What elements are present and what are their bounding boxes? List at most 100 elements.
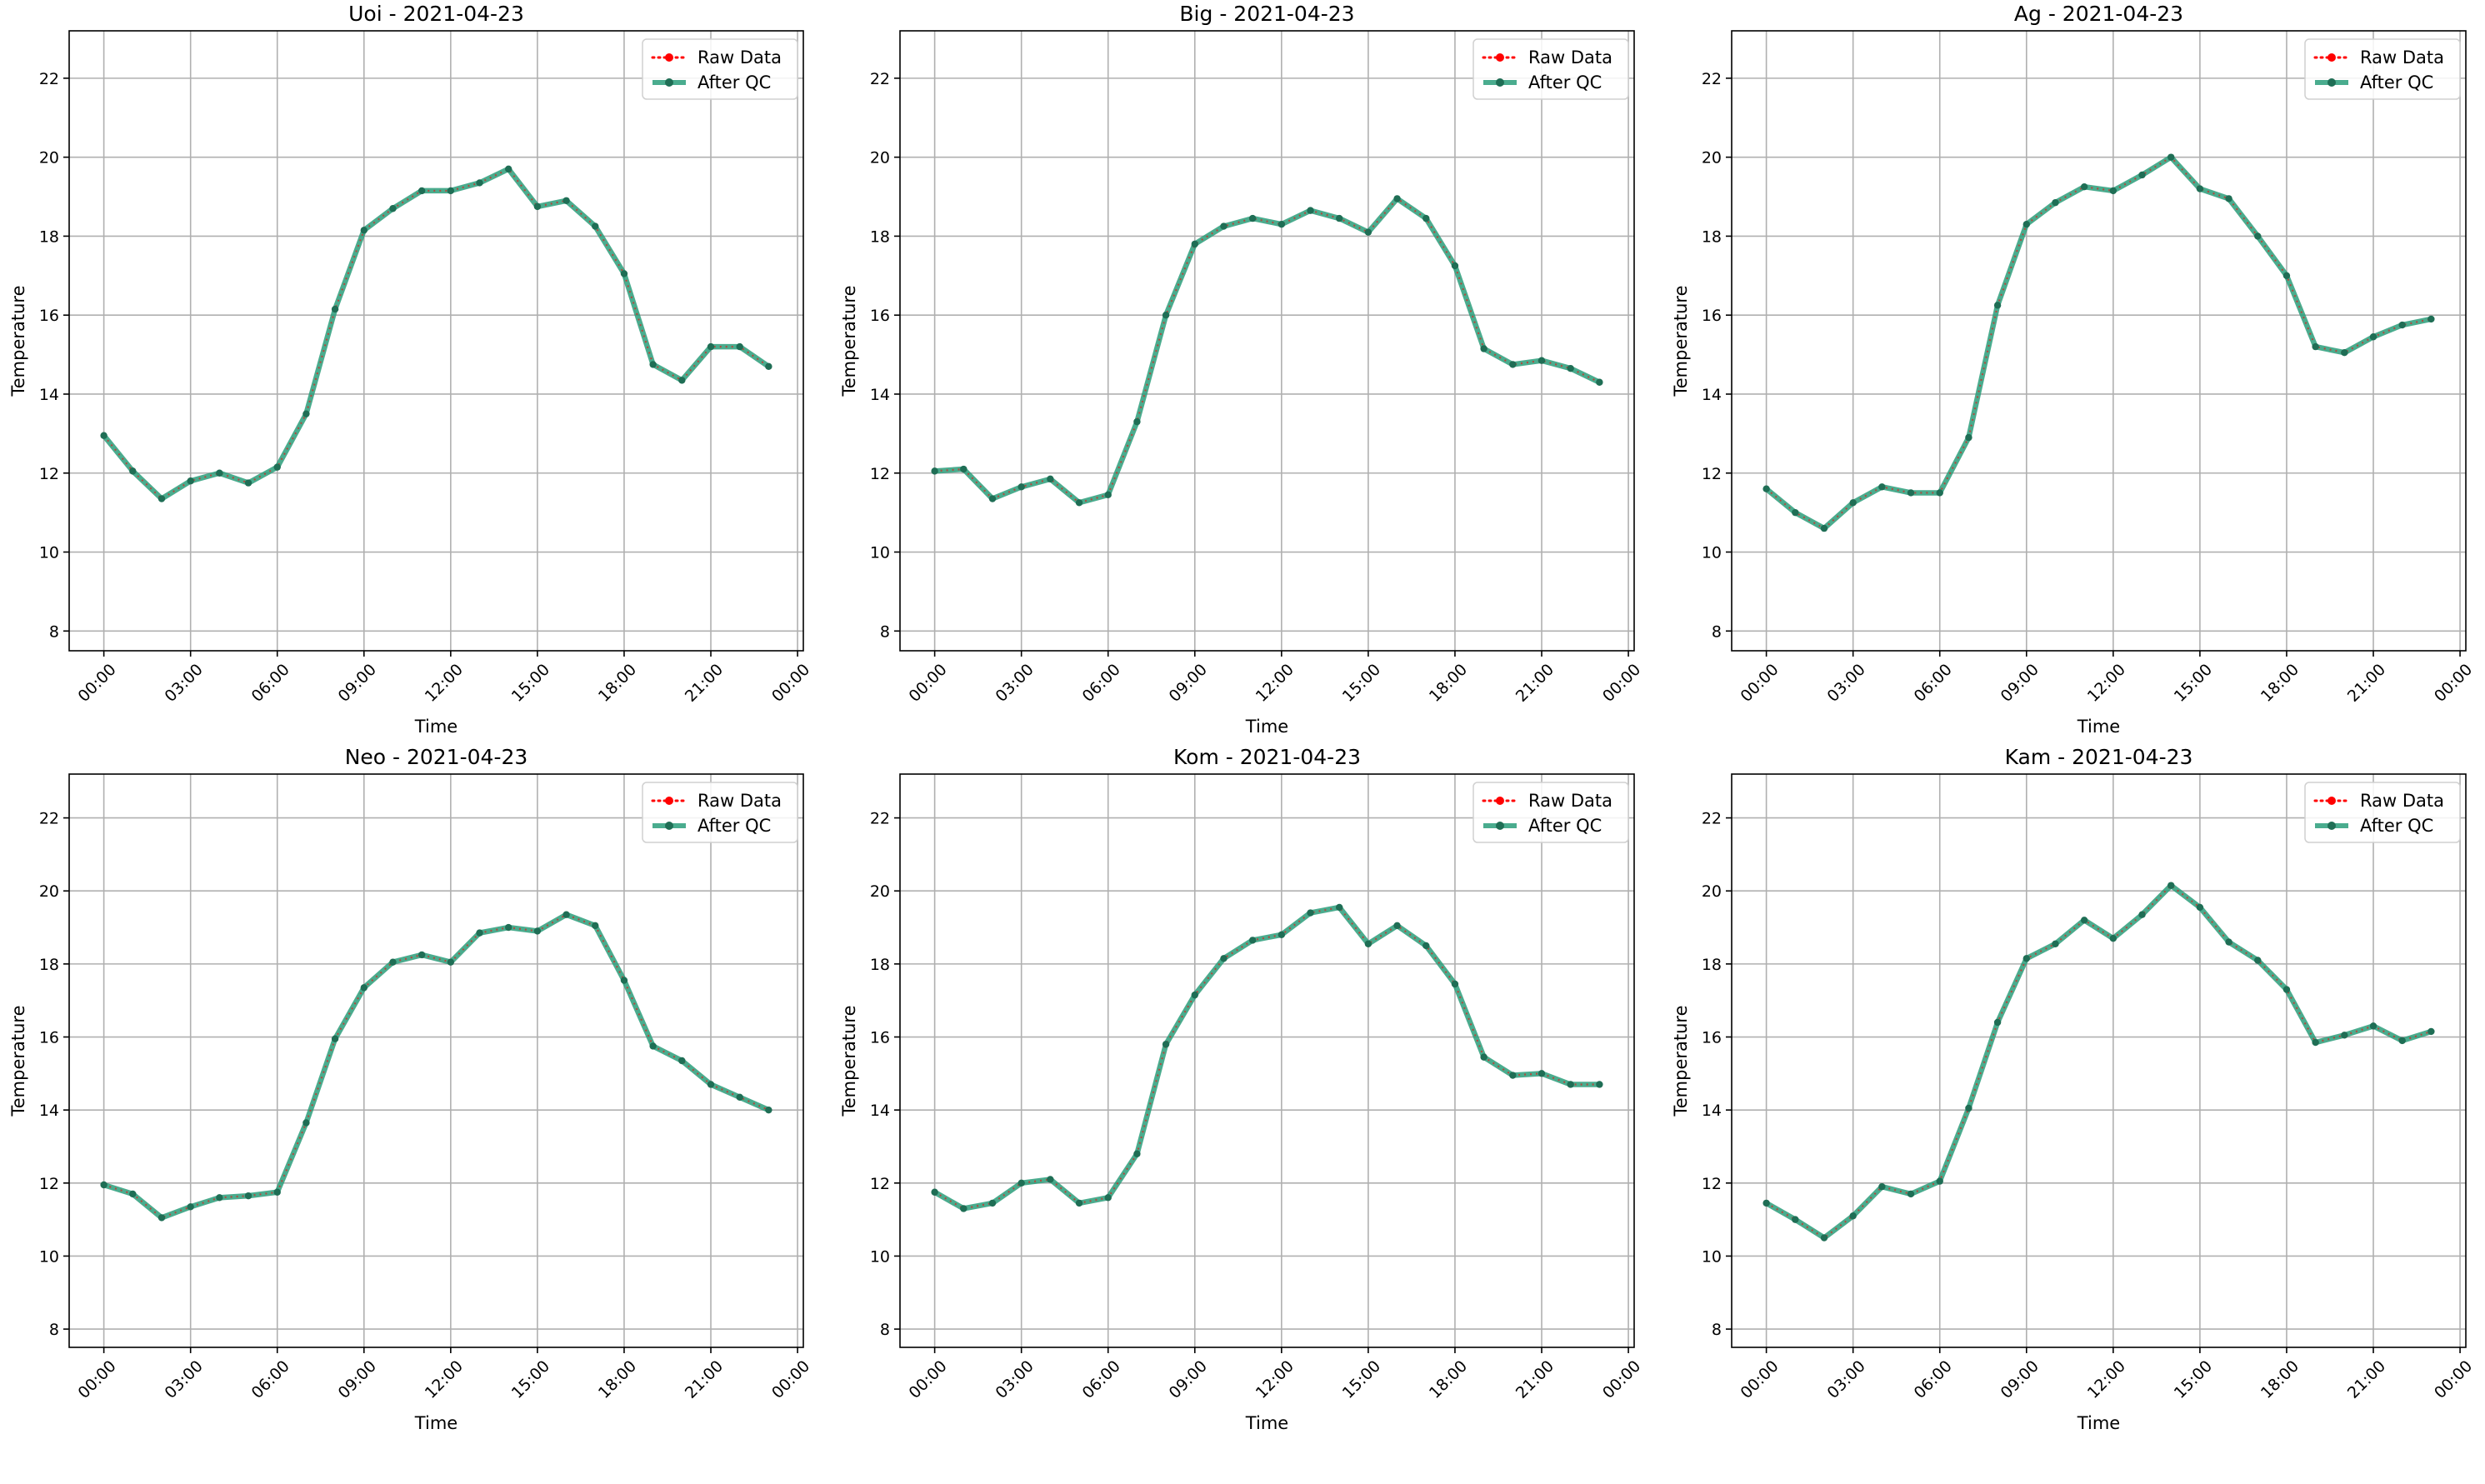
after-qc-point (678, 377, 686, 384)
legend: Raw Data After QC (2304, 782, 2461, 843)
after-qc-point (1422, 214, 1430, 222)
y-tick-label: 8 (49, 1321, 59, 1339)
after-qc-point (1480, 1053, 1488, 1061)
y-axis-label: Temperature (8, 285, 28, 397)
y-tick-label: 12 (1702, 1175, 1722, 1193)
after-qc-point (447, 958, 455, 966)
chart-title: Kam - 2021-04-23 (2005, 745, 2193, 769)
after-qc-point (2369, 333, 2378, 341)
x-tick-label: 06:00 (1911, 661, 1956, 706)
after-qc-point (1567, 1081, 1574, 1088)
after-qc-point (765, 1106, 772, 1114)
after-qc-point (187, 477, 194, 485)
y-tick-label: 20 (1702, 149, 1722, 167)
after-qc-point (476, 929, 483, 937)
after-qc-point (707, 1081, 715, 1088)
after-qc-point (360, 984, 368, 992)
legend-label-raw-data: Raw Data (2360, 791, 2444, 811)
after-qc-point (273, 463, 281, 471)
legend-marker-after-qc (2328, 822, 2336, 830)
chart-panel-5: 00:00 03:00 06:00 09:00 12:00 15:00 18:00 21:00… (839, 745, 1644, 1433)
x-axis-label: Time (2077, 717, 2120, 737)
after-qc-point (2369, 1022, 2378, 1030)
after-qc-point (620, 977, 628, 984)
after-qc-point (1278, 931, 1286, 939)
legend-label-after-qc: After QC (698, 72, 771, 92)
x-tick-label: 00:00 (768, 1357, 813, 1402)
after-qc-point (1480, 345, 1488, 352)
x-tick-label: 18:00 (2258, 661, 2302, 706)
legend: Raw Data After QC (642, 782, 798, 843)
after-qc-point (1878, 483, 1886, 491)
after-qc-point (533, 927, 542, 935)
after-qc-point (1792, 508, 1799, 517)
after-qc-point (389, 958, 397, 966)
series-line-raw-data (1766, 884, 2432, 1239)
after-qc-point (562, 911, 570, 918)
after-qc-point (331, 1035, 339, 1042)
after-qc-point (418, 187, 426, 195)
after-qc-point (1878, 1182, 1886, 1191)
x-tick-label: 15:00 (508, 1357, 553, 1402)
after-qc-point (562, 197, 570, 204)
x-tick-label: 06:00 (248, 1357, 293, 1402)
x-tick-label: 00:00 (768, 661, 813, 706)
y-tick-label: 18 (39, 227, 59, 246)
after-qc-point (2022, 955, 2030, 962)
series-line-raw-data (102, 167, 769, 500)
y-axis-label: Temperature (1671, 1005, 1691, 1117)
x-tick-label: 00:00 (2431, 661, 2476, 706)
after-qc-point (1849, 1212, 1857, 1220)
after-qc-point (505, 923, 512, 932)
after-qc-point (129, 467, 137, 475)
plot-area (69, 774, 803, 1347)
y-tick-label: 10 (870, 1247, 890, 1266)
y-tick-label: 12 (39, 1175, 59, 1193)
y-tick-label: 14 (1702, 1102, 1722, 1120)
after-qc-point (2341, 1032, 2348, 1039)
after-qc-point (960, 465, 968, 473)
chart-title: Uoi - 2021-04-23 (348, 2, 524, 26)
y-tick-label: 10 (870, 544, 890, 562)
plot-area (1732, 774, 2466, 1347)
x-tick-label: 18:00 (2258, 1357, 2302, 1402)
legend-label-raw-data: Raw Data (1528, 791, 1612, 811)
after-qc-point (592, 922, 599, 930)
legend-label-raw-data: Raw Data (698, 47, 782, 67)
after-qc-point (620, 270, 628, 277)
after-qc-point (1393, 922, 1401, 930)
y-axis-label: Temperature (8, 1005, 28, 1117)
after-qc-point (1393, 195, 1401, 202)
x-tick-label: 12:00 (2084, 661, 2129, 706)
after-qc-point (129, 1190, 137, 1198)
y-tick-label: 8 (880, 622, 890, 641)
legend-marker-after-qc (1496, 822, 1504, 830)
axes-frame (1731, 30, 2467, 652)
after-qc-point (1538, 1070, 1546, 1077)
x-tick-label: 15:00 (1339, 661, 1384, 706)
after-qc-point (2109, 934, 2118, 942)
after-qc-point (988, 495, 997, 502)
after-qc-point (1307, 909, 1314, 917)
after-qc-point (1018, 483, 1025, 491)
after-qc-point (2109, 187, 2118, 195)
y-tick-label: 18 (1702, 227, 1722, 246)
x-tick-label: 00:00 (1599, 1357, 1644, 1402)
legend: Raw Data After QC (2304, 38, 2461, 100)
x-tick-label: 03:00 (992, 1357, 1038, 1402)
after-qc-point (1451, 262, 1459, 270)
after-qc-point (1278, 221, 1286, 228)
y-axis-label: Temperature (839, 285, 859, 397)
y-axis-label: Temperature (839, 1005, 859, 1117)
x-tick-label: 06:00 (1911, 1357, 1956, 1402)
x-tick-label: 21:00 (1512, 661, 1558, 706)
after-qc-point (1422, 942, 1430, 950)
x-tick-label: 03:00 (162, 1357, 207, 1402)
y-tick-label: 12 (1702, 465, 1722, 483)
x-tick-label: 00:00 (74, 1357, 119, 1402)
after-qc-point (1907, 489, 1915, 497)
after-qc-point (302, 1119, 310, 1127)
after-qc-point (360, 227, 368, 234)
x-axis-label: Time (1245, 1413, 1288, 1433)
after-qc-point (2398, 1037, 2406, 1045)
